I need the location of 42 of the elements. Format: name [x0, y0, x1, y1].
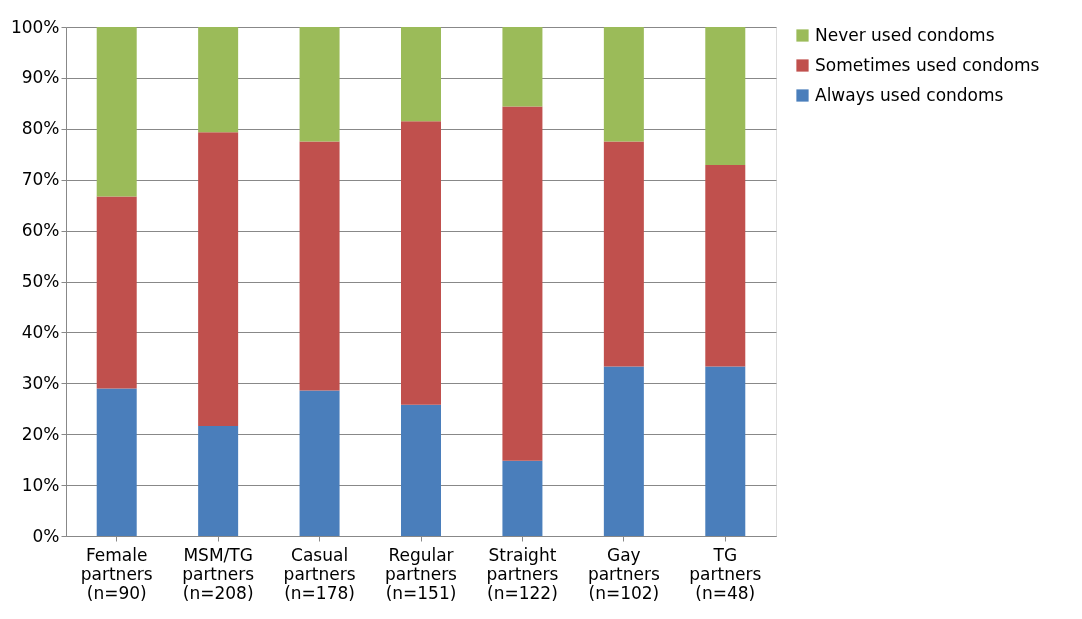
bar — [96, 196, 137, 389]
bar — [705, 366, 746, 536]
bar — [401, 404, 441, 536]
legend-label: Always used condoms — [815, 84, 1004, 105]
bar — [502, 27, 543, 107]
legend-label: Never used condoms — [815, 24, 995, 45]
bar — [299, 141, 340, 391]
bar — [96, 388, 137, 536]
bar — [401, 121, 441, 405]
y-tick-label: 90% — [21, 67, 60, 88]
x-tick-label: Regular partners (n=151) — [385, 544, 458, 603]
bar — [96, 27, 137, 197]
y-tick-label: 100% — [10, 16, 60, 37]
bar — [603, 366, 644, 536]
x-tick-label: Straight partners (n=122) — [486, 544, 559, 603]
bar — [705, 27, 746, 165]
bar — [198, 27, 239, 133]
bar — [603, 141, 644, 367]
bar — [502, 106, 543, 461]
bar — [705, 164, 746, 367]
y-tick-label: 40% — [21, 321, 60, 342]
bar — [401, 27, 441, 122]
x-tick-label: Gay partners (n=102) — [587, 544, 660, 603]
x-tick-label: Casual partners (n=178) — [283, 544, 356, 603]
y-tick-label: 0% — [32, 525, 60, 546]
x-tick-label: MSM/TG partners (n=208) — [182, 544, 255, 603]
legend-label: Sometimes used condoms — [815, 54, 1040, 75]
bar — [299, 27, 340, 142]
y-tick-label: 60% — [21, 220, 60, 241]
y-tick-label: 50% — [21, 271, 60, 291]
y-tick-label: 80% — [21, 118, 60, 139]
y-tick-label: 30% — [21, 372, 60, 393]
bar — [603, 27, 644, 142]
x-tick-label: Female partners (n=90) — [80, 544, 153, 603]
bar — [502, 460, 543, 536]
bar — [198, 132, 239, 427]
bar — [198, 426, 239, 536]
y-tick-label: 10% — [21, 474, 60, 495]
x-tick-label: TG partners (n=48) — [689, 544, 762, 603]
y-tick-label: 70% — [21, 169, 60, 190]
bar — [299, 390, 340, 536]
y-tick-label: 20% — [21, 423, 60, 444]
